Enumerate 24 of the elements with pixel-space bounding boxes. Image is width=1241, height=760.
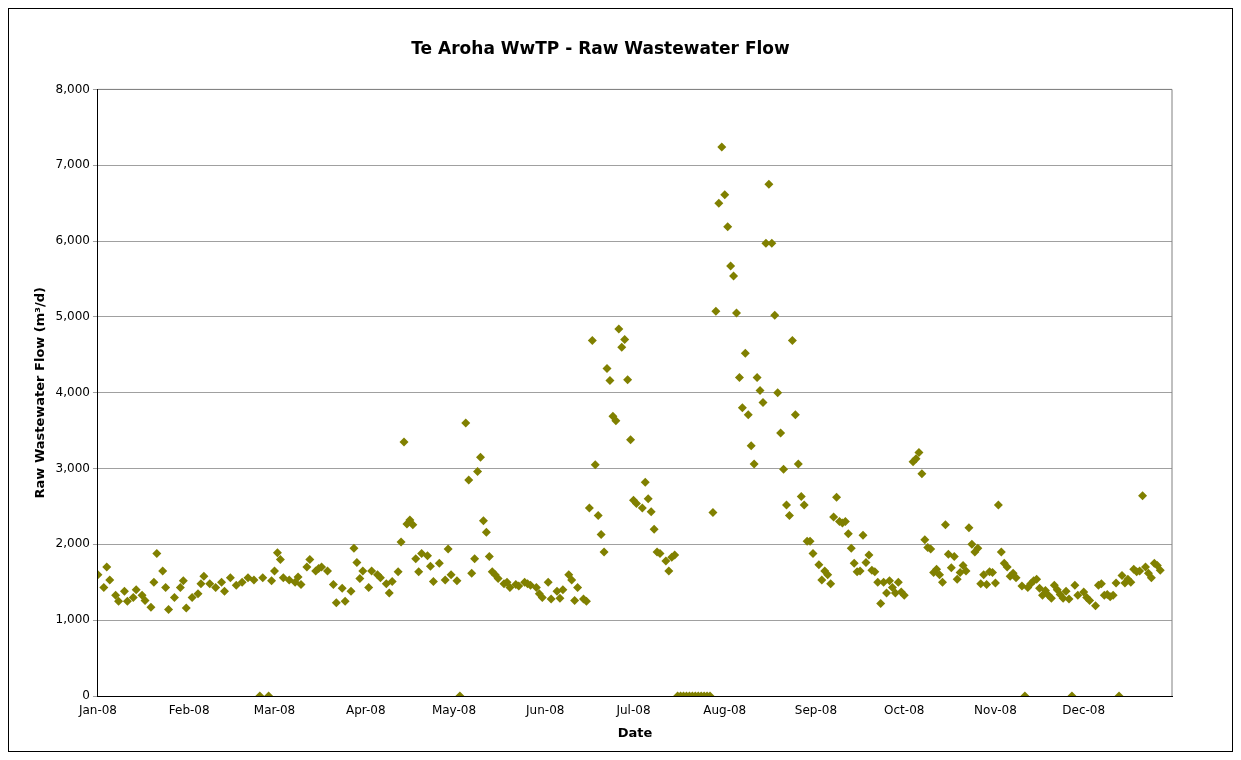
chart-title: Te Aroha WwTP - Raw Wastewater Flow — [411, 37, 791, 58]
y-tick-label: 4,000 — [55, 384, 90, 399]
x-tick-label: Dec-08 — [1062, 703, 1106, 718]
x-tick-label: Apr-08 — [345, 703, 386, 718]
x-tick-label: Aug-08 — [703, 703, 747, 718]
x-tick-label: Feb-08 — [168, 703, 210, 718]
x-axis-title: Date — [617, 724, 653, 740]
y-tick-label: 6,000 — [55, 233, 90, 248]
y-tick-label: 3,000 — [55, 460, 90, 475]
y-tick-label: 1,000 — [55, 612, 90, 627]
x-tick-label: Jul-08 — [615, 703, 651, 718]
x-tick-label: May-08 — [431, 703, 477, 718]
x-tick-label: Mar-08 — [253, 703, 296, 718]
y-tick-label: 7,000 — [55, 157, 90, 172]
x-tick-label: Sep-08 — [794, 703, 838, 718]
y-tick-label: 8,000 — [55, 81, 90, 96]
x-tick-label: Nov-08 — [974, 703, 1017, 718]
x-tick-label: Oct-08 — [884, 703, 925, 718]
y-tick-label: 0 — [82, 688, 90, 703]
y-tick-label: 2,000 — [55, 536, 90, 551]
y-tick-label: 5,000 — [55, 309, 90, 323]
x-tick-label: Jun-08 — [525, 703, 565, 718]
y-axis-title: Raw Wastewater Flow (m³/d) — [32, 286, 48, 499]
x-tick-label: Jan-08 — [77, 703, 118, 718]
